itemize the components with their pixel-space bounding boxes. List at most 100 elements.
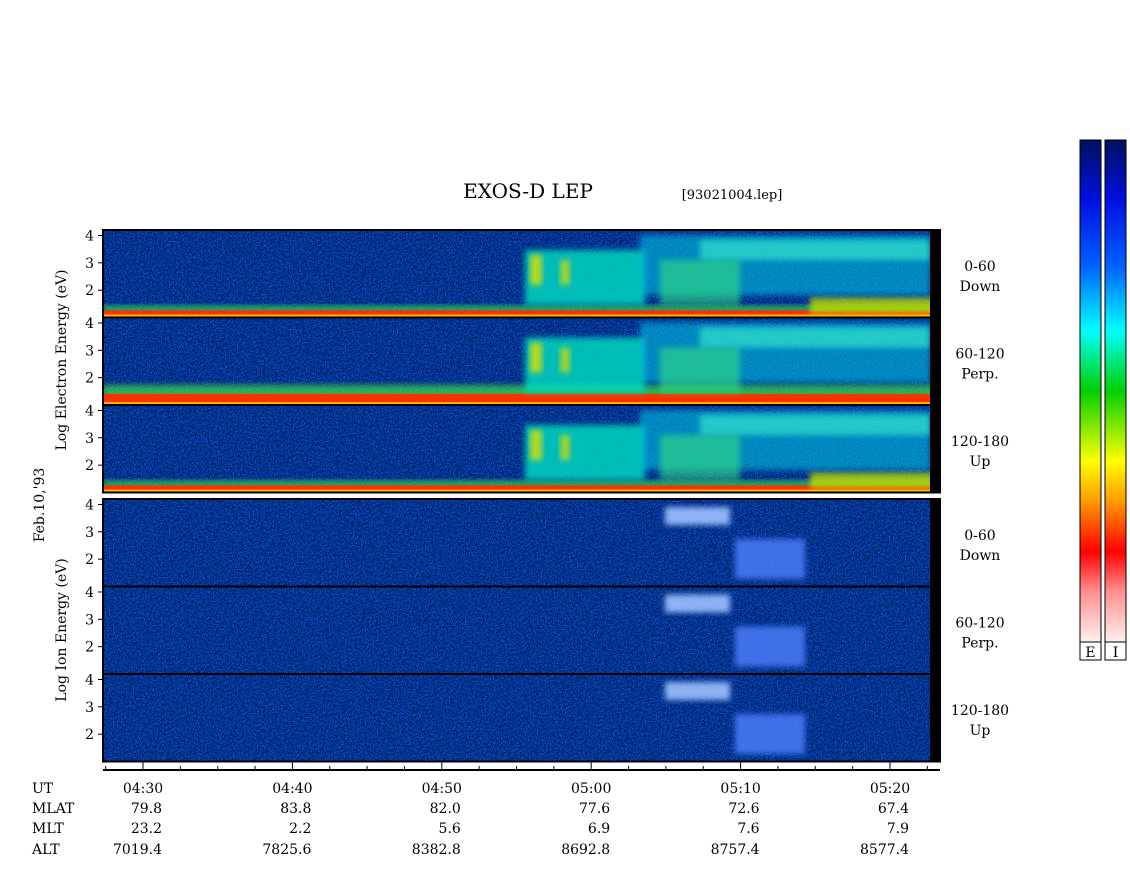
pitch-angle: 0-60: [964, 259, 995, 275]
feature: [735, 626, 805, 667]
low-energy-band: [103, 305, 940, 314]
y-tick-label: 3: [85, 256, 94, 272]
pitch-angle: 0-60: [964, 528, 995, 544]
feature: [560, 347, 570, 373]
orbit-value: 8382.8: [412, 842, 461, 858]
colorbar-label: E: [1085, 645, 1095, 661]
feature: [660, 435, 740, 480]
pitch-angle: 120-180: [951, 703, 1009, 719]
low-energy-band: [103, 485, 940, 491]
feature: [530, 255, 542, 285]
orbit-value: 83.8: [280, 801, 311, 817]
row-label: MLT: [32, 821, 64, 837]
y-tick-label: 2: [85, 283, 94, 299]
feature: [560, 260, 570, 285]
time-label: 04:30: [123, 781, 163, 797]
y-tick-label: 4: [85, 316, 94, 332]
title: EXOS-D LEP: [463, 179, 593, 203]
feature: [525, 250, 645, 305]
colorbar: [1104, 139, 1127, 643]
y-tick-label: 2: [85, 371, 94, 387]
electron-ylabel: Log Electron Energy (eV): [54, 269, 70, 450]
low-energy-band: [103, 480, 940, 489]
orbit-value: 23.2: [131, 821, 162, 837]
direction: Perp.: [961, 635, 998, 651]
y-tick-label: 4: [85, 585, 94, 601]
orbit-value: 79.8: [131, 801, 162, 817]
orbit-value: 8577.4: [860, 842, 909, 858]
time-label: 05:00: [571, 781, 611, 797]
orbit-value: 2.2: [289, 821, 311, 837]
y-tick-label: 2: [85, 552, 94, 568]
low-energy-band: [103, 394, 940, 403]
edge: [930, 405, 940, 493]
pitch-angle: 120-180: [951, 434, 1009, 450]
plasma-sheet: [810, 297, 935, 314]
orbit-value: 8757.4: [711, 842, 760, 858]
direction: Down: [960, 279, 1001, 295]
ion-ylabel: Log Ion Energy (eV): [54, 558, 70, 701]
y-tick-label: 3: [85, 525, 94, 541]
feature: [665, 682, 730, 700]
y-tick-label: 3: [85, 343, 94, 359]
spectrograms: 2 3 4 0-60 Down 2 3 4 60-120 Perp. 2 3 4 120-180 Up 2 3 4…: [85, 228, 1009, 763]
edge: [930, 499, 940, 587]
time-label: 05:20: [870, 781, 910, 797]
orbit-value: 8692.8: [561, 842, 610, 858]
colorbar-label: I: [1113, 645, 1119, 661]
feature: [530, 342, 542, 373]
y-tick-label: 3: [85, 700, 94, 716]
low-energy-band: [103, 314, 940, 317]
feature: [665, 594, 730, 613]
date-label: Feb.10,'93: [32, 468, 48, 543]
colorbar-label-box: [1104, 641, 1127, 661]
edge: [930, 317, 940, 405]
row-label: ALT: [31, 842, 60, 858]
noise: [103, 586, 940, 674]
feature: [700, 415, 930, 435]
orbit-value: 72.6: [728, 801, 759, 817]
y-tick-label: 3: [85, 431, 94, 447]
noise: [103, 674, 940, 762]
spectrogram-panel: 2 3 4 120-180 Up: [85, 403, 1009, 494]
pitch-angle: 60-120: [955, 346, 1004, 362]
feature: [735, 539, 805, 579]
edge: [930, 586, 940, 674]
row-label: UT: [32, 781, 54, 797]
feature: [735, 714, 805, 754]
pitch-angle: 60-120: [955, 615, 1004, 631]
low-energy-band: [103, 489, 940, 492]
y-tick-label: 3: [85, 612, 94, 628]
low-energy-band: [103, 402, 940, 404]
orbit-value: 7019.4: [113, 842, 162, 858]
y-tick-label: 2: [85, 640, 94, 656]
edge: [930, 674, 940, 762]
orbit-value: 77.6: [579, 801, 610, 817]
panel-content: [103, 230, 940, 318]
y-tick-label: 4: [85, 672, 94, 688]
panel-content: [103, 586, 940, 674]
frame: [102, 673, 941, 763]
feature: [660, 260, 740, 305]
noise: [103, 499, 940, 587]
y-tick-label: 4: [85, 228, 94, 244]
y-tick-label: 4: [85, 403, 94, 419]
direction: Up: [970, 454, 991, 470]
orbit-value: 7.6: [737, 821, 759, 837]
time-label: 04:50: [422, 781, 462, 797]
orbit-value: 7.9: [887, 821, 909, 837]
direction: Down: [960, 548, 1001, 564]
feature: [700, 327, 930, 348]
edge: [930, 230, 940, 318]
panel-content: [103, 405, 940, 493]
time-axis-ticks: UT 04:30 04:40 04:50 05:00 05:10 05:20 MLAT 79.8…: [31, 762, 928, 858]
time-label: 05:10: [720, 781, 760, 797]
y-tick-label: 2: [85, 727, 94, 743]
spectrogram-panel: 2 3 4 60-120 Perp.: [85, 316, 1005, 406]
row-label: MLAT: [32, 801, 75, 817]
feature: [530, 430, 542, 460]
plasma-sheet: [810, 472, 935, 489]
spectrogram-panel: 2 3 4 120-180 Up: [85, 672, 1009, 763]
feature: [525, 337, 645, 393]
